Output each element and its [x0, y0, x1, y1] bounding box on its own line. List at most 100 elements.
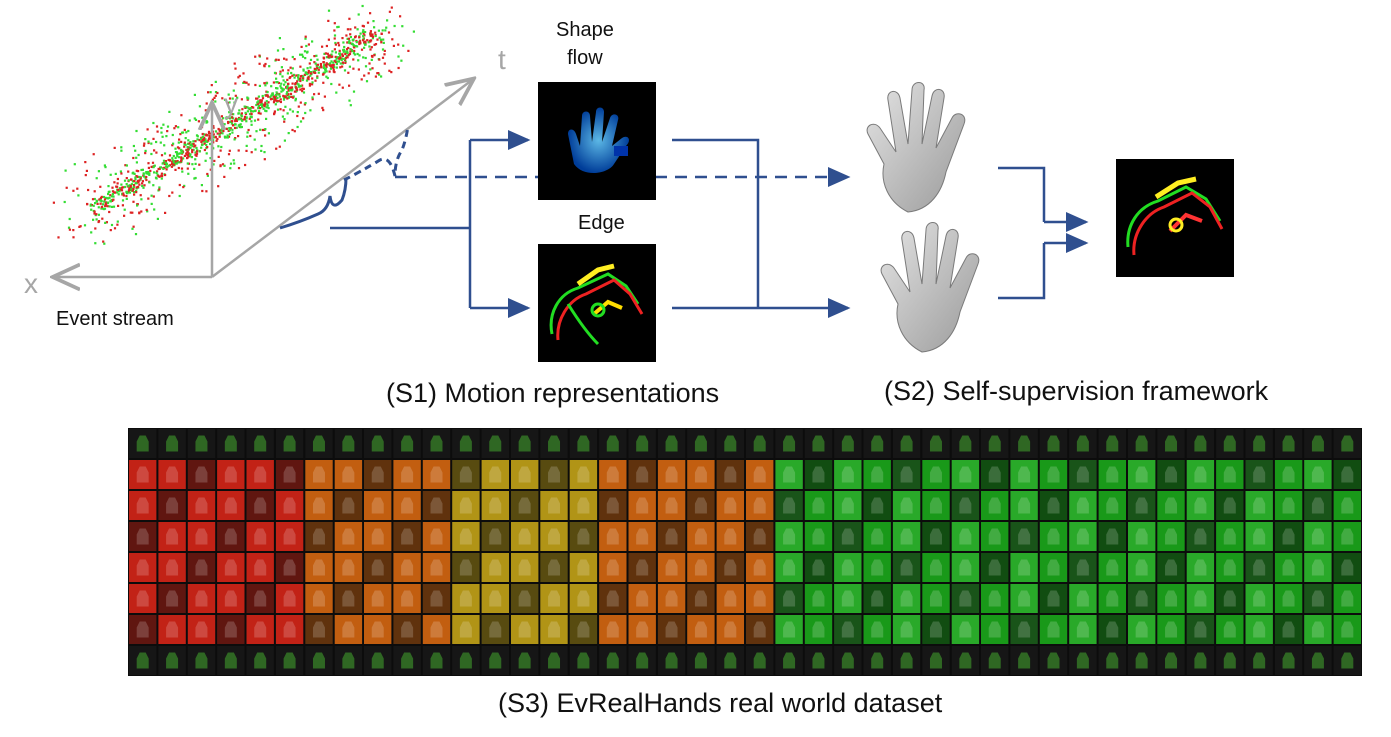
event-point: [253, 138, 256, 141]
event-point: [402, 44, 405, 47]
event-point: [214, 136, 217, 139]
event-point: [330, 82, 333, 86]
event-point: [132, 156, 135, 160]
mosaic-tile: [246, 584, 274, 613]
event-point: [207, 132, 211, 135]
event-point: [267, 132, 270, 135]
event-point: [208, 135, 211, 138]
event-point: [278, 95, 281, 98]
event-point: [155, 171, 158, 174]
event-point: [95, 218, 98, 221]
event-point: [264, 109, 267, 112]
event-point: [127, 191, 130, 194]
event-point: [148, 181, 151, 184]
event-point: [363, 74, 366, 77]
mosaic-figure: [1106, 621, 1119, 638]
mosaic-tile: [452, 615, 480, 644]
event-point: [247, 128, 250, 132]
mosaic-figure: [694, 559, 707, 576]
event-point: [164, 161, 167, 164]
event-point: [302, 68, 305, 71]
event-point: [337, 25, 340, 28]
mosaic-tile: [540, 553, 568, 582]
event-point: [171, 191, 174, 194]
event-point: [333, 22, 336, 25]
event-point: [352, 58, 355, 61]
event-point: [358, 35, 361, 38]
event-point: [159, 166, 162, 169]
event-point: [352, 52, 355, 55]
mosaic-figure: [283, 497, 296, 514]
event-point: [225, 136, 228, 139]
mosaic-tile: [1157, 553, 1185, 582]
event-point: [283, 120, 286, 123]
mosaic-tile: [393, 584, 421, 613]
event-point: [201, 189, 204, 193]
event-point: [337, 57, 341, 60]
event-point: [287, 69, 290, 72]
mosaic-figure: [489, 497, 502, 514]
event-point: [209, 142, 212, 146]
event-point: [171, 133, 174, 137]
mosaic-figure: [783, 528, 796, 545]
mosaic-figure: [1194, 652, 1207, 669]
mosaic-tile: [540, 615, 568, 644]
event-point: [261, 94, 264, 98]
event-point: [266, 104, 269, 107]
event-point: [287, 89, 290, 92]
mosaic-tile: [1010, 491, 1038, 520]
mosaic-figure: [401, 652, 414, 669]
mosaic-figure: [753, 590, 766, 607]
event-point: [255, 103, 258, 107]
event-point: [177, 141, 180, 144]
event-point: [204, 109, 207, 112]
event-point: [291, 74, 294, 77]
mosaic-figure: [136, 466, 149, 483]
event-point: [128, 191, 132, 194]
mosaic-figure: [1018, 435, 1031, 452]
event-point: [287, 96, 290, 99]
event-point: [306, 77, 309, 80]
event-point: [111, 186, 114, 189]
event-point: [222, 129, 225, 133]
event-point: [291, 110, 294, 113]
event-point: [240, 115, 243, 118]
mosaic-tile: [834, 615, 862, 644]
mosaic-figure: [1341, 435, 1354, 452]
event-point: [155, 125, 159, 128]
event-point: [122, 192, 125, 195]
mosaic-tile: [1098, 615, 1126, 644]
mosaic-figure: [1311, 466, 1324, 483]
event-point: [280, 82, 283, 85]
event-point: [299, 120, 303, 123]
event-point: [123, 179, 127, 182]
event-point: [381, 29, 384, 32]
mosaic-tile: [217, 553, 245, 582]
event-point: [327, 56, 330, 59]
event-point: [272, 101, 276, 104]
mosaic-figure: [1223, 466, 1236, 483]
mosaic-tile: [1245, 460, 1273, 489]
mosaic-figure: [694, 652, 707, 669]
event-point: [125, 164, 128, 167]
mosaic-figure: [401, 497, 414, 514]
event-point: [179, 152, 182, 155]
mosaic-tile: [1128, 491, 1156, 520]
mosaic-tile: [1304, 584, 1332, 613]
mosaic-tile: [452, 491, 480, 520]
event-point: [346, 37, 349, 40]
mosaic-tile: [305, 460, 333, 489]
mosaic-figure: [1253, 435, 1266, 452]
event-point: [272, 95, 275, 98]
mosaic-tile: [305, 491, 333, 520]
mosaic-tile: [687, 615, 715, 644]
mosaic-tile: [1304, 522, 1332, 551]
event-point: [251, 110, 255, 113]
event-point: [157, 174, 160, 177]
mosaic-figure: [195, 621, 208, 638]
event-point: [230, 122, 233, 125]
event-point: [296, 114, 299, 118]
mosaic-figure: [224, 621, 237, 638]
mosaic-figure: [1223, 621, 1236, 638]
mosaic-figure: [1165, 497, 1178, 514]
